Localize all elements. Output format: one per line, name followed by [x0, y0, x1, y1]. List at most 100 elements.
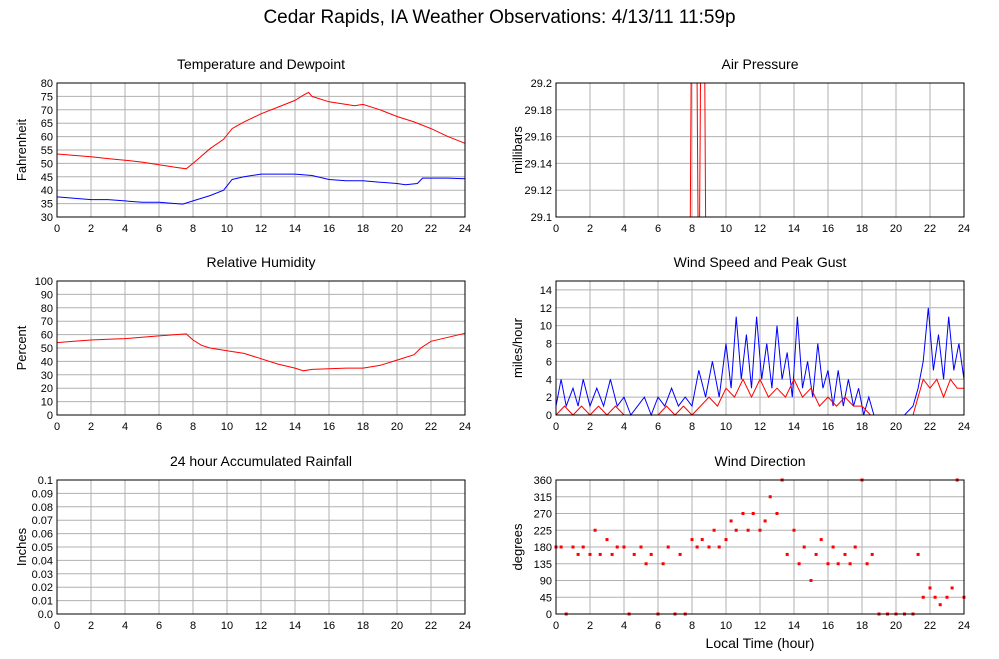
pressure-ytick-label: 29.16 [524, 132, 552, 144]
direction-point [559, 545, 563, 549]
direction-point [836, 562, 840, 566]
direction-point [622, 545, 626, 549]
humidity-xtick-label: 6 [156, 421, 162, 433]
direction-point [666, 545, 670, 549]
direction-ytick-label: 135 [534, 559, 552, 571]
wind-xtick-label: 8 [689, 421, 695, 433]
rain-title: 24 hour Accumulated Rainfall [170, 453, 352, 469]
direction-point [933, 595, 937, 599]
wind-ytick-label: 2 [546, 392, 552, 404]
temp-xtick-label: 0 [54, 223, 60, 235]
wind-title: Wind Speed and Peak Gust [674, 254, 847, 270]
rain-xtick-label: 20 [391, 620, 403, 632]
temp-xtick-label: 4 [122, 223, 128, 235]
direction-ytick-label: 360 [534, 475, 552, 487]
direction-xtick-label: 16 [822, 620, 834, 632]
rain-xtick-label: 2 [88, 620, 94, 632]
rain-xtick-label: 14 [289, 620, 301, 632]
temp-xtick-label: 14 [289, 223, 301, 235]
wind-frame [555, 280, 965, 416]
humidity-xtick-label: 16 [323, 421, 335, 433]
rain-ytick-label: 0.06 [32, 529, 53, 541]
direction-point [593, 528, 597, 532]
direction-point [945, 595, 949, 599]
pressure-ylabel: millibars [510, 126, 525, 174]
rain-ytick-label: 0.01 [32, 596, 53, 608]
humidity-title: Relative Humidity [207, 254, 316, 270]
direction-point [649, 552, 653, 556]
direction-point [950, 586, 954, 590]
pressure-xtick-label: 4 [621, 223, 627, 235]
page-title: Cedar Rapids, IA Weather Observations: 4… [263, 7, 736, 28]
temp-xtick-label: 8 [190, 223, 196, 235]
direction-ytick-label: 45 [540, 592, 552, 604]
humidity-xtick-label: 22 [425, 421, 437, 433]
humidity-ylabel: Percent [14, 325, 29, 370]
wind-xtick-label: 18 [856, 421, 868, 433]
direction-ylabel: degrees [510, 523, 525, 570]
direction-point [848, 562, 852, 566]
temp-xtick-label: 12 [255, 223, 267, 235]
pressure-ytick-label: 29.12 [524, 185, 552, 197]
pressure-ytick-label: 29.1 [531, 212, 552, 224]
temp-ylabel: Fahrenheit [14, 119, 29, 182]
x-axis-label: Local Time (hour) [705, 635, 815, 651]
direction-point [639, 545, 643, 549]
pressure-frame [555, 82, 965, 218]
temp-ytick-label: 45 [41, 172, 53, 184]
direction-point [792, 528, 796, 532]
wind-ytick-label: 8 [546, 339, 552, 351]
direction-point [678, 552, 682, 556]
pressure-xtick-label: 12 [754, 223, 766, 235]
wind-ytick-label: 0 [546, 410, 552, 422]
temp-xtick-label: 6 [156, 223, 162, 235]
temp-xtick-label: 24 [459, 223, 471, 235]
humidity-ytick-label: 50 [41, 343, 53, 355]
rain-ytick-label: 0.08 [32, 502, 53, 514]
temp-series-red [56, 91, 466, 170]
humidity-xtick-label: 24 [459, 421, 471, 433]
pressure-xtick-label: 2 [587, 223, 593, 235]
direction-point [632, 552, 636, 556]
direction-xtick-label: 4 [621, 620, 627, 632]
temp-ytick-label: 75 [41, 91, 53, 103]
temp-xtick-label: 2 [88, 223, 94, 235]
direction-point [775, 512, 779, 515]
humidity-xtick-label: 2 [88, 421, 94, 433]
direction-point [785, 552, 789, 556]
direction-xtick-label: 20 [890, 620, 902, 632]
wind-xtick-label: 20 [890, 421, 902, 433]
rain-ytick-label: 0.04 [32, 555, 53, 567]
direction-point [734, 528, 738, 532]
direction-point [712, 528, 716, 532]
direction-point [576, 552, 580, 556]
direction-xtick-label: 8 [689, 620, 695, 632]
humidity-ytick-label: 40 [41, 356, 53, 368]
humidity-xtick-label: 4 [122, 421, 128, 433]
direction-xtick-label: 10 [720, 620, 732, 632]
rain-ytick-label: 0.07 [32, 515, 53, 527]
direction-point [814, 552, 818, 556]
direction-point [605, 538, 609, 542]
direction-point [615, 545, 619, 549]
wind-xtick-label: 2 [587, 421, 593, 433]
direction-point [746, 528, 750, 532]
direction-xtick-label: 12 [754, 620, 766, 632]
direction-ytick-label: 180 [534, 542, 552, 554]
temp-frame [56, 82, 466, 218]
rain-xtick-label: 6 [156, 620, 162, 632]
temp-ytick-label: 80 [41, 78, 53, 90]
direction-point [741, 512, 745, 515]
direction-point [809, 579, 813, 582]
direction-point [695, 545, 699, 549]
humidity-xtick-label: 10 [221, 421, 233, 433]
pressure-xtick-label: 24 [958, 223, 970, 235]
pressure-xtick-label: 0 [553, 223, 559, 235]
pressure-ytick-label: 29.14 [524, 158, 552, 170]
humidity-xtick-label: 14 [289, 421, 301, 433]
direction-point [571, 545, 575, 549]
pressure-xtick-label: 16 [822, 223, 834, 235]
